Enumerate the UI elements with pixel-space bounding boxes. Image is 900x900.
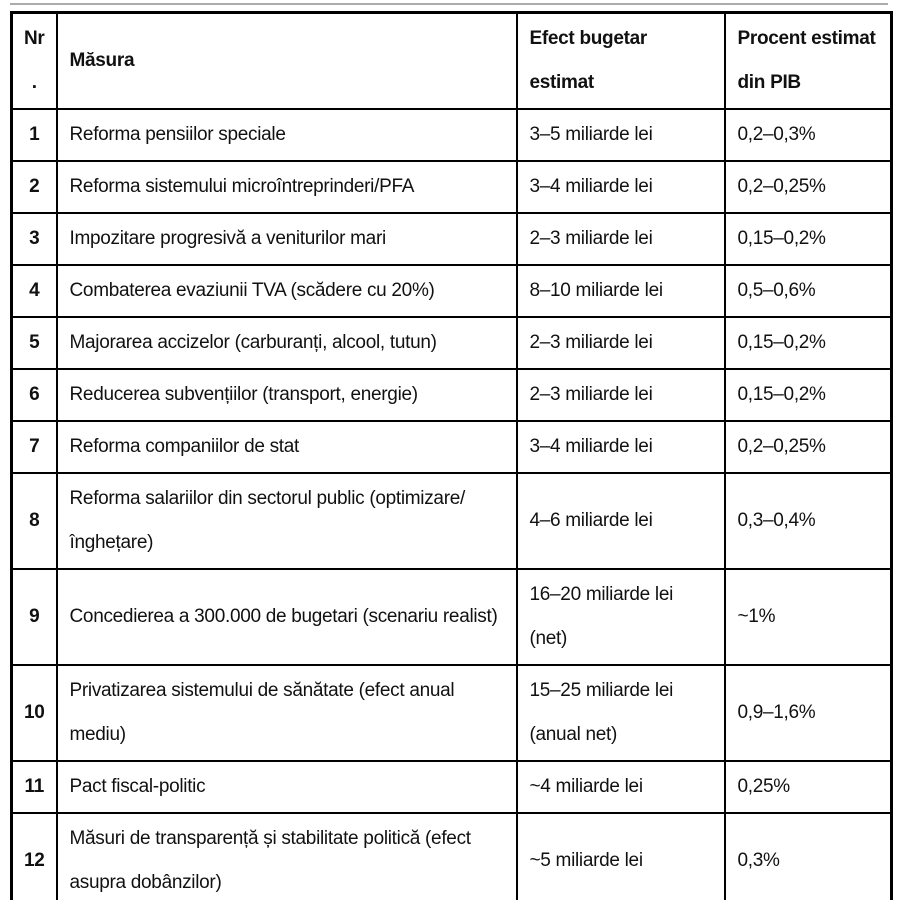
header-nr: Nr . <box>10 11 58 110</box>
effect-cell: 4–6 miliarde lei <box>515 472 726 570</box>
table-row: 11 Pact fiscal-politic ~4 miliarde lei 0… <box>10 760 893 814</box>
measure-cell: Reforma pensiilor speciale <box>55 108 518 162</box>
measure-cell: Majorarea accizelor (carburanți, alcool,… <box>55 316 518 370</box>
row-number: 10 <box>10 664 58 762</box>
effect-cell: 15–25 miliarde lei (anual net) <box>515 664 726 762</box>
percent-cell: 0,15–0,2% <box>723 316 893 370</box>
header-efect-bugetar: Efect bugetar estimat <box>515 11 726 110</box>
row-number: 5 <box>10 316 58 370</box>
header-row: Nr . Măsura Efect bugetar estimat Procen… <box>10 11 893 110</box>
percent-cell: ~1% <box>723 568 893 666</box>
effect-cell: 2–3 miliarde lei <box>515 368 726 422</box>
row-number: 3 <box>10 212 58 266</box>
table-row: 3 Impozitare progresivă a veniturilor ma… <box>10 212 893 266</box>
row-number: 8 <box>10 472 58 570</box>
percent-cell: 0,3% <box>723 812 893 900</box>
effect-cell: 2–3 miliarde lei <box>515 212 726 266</box>
measure-cell: Reforma salariilor din sectorul public (… <box>55 472 518 570</box>
effect-cell: 16–20 miliarde lei (net) <box>515 568 726 666</box>
row-number: 2 <box>10 160 58 214</box>
measure-cell: Reforma sistemului microîntreprinderi/PF… <box>55 160 518 214</box>
effect-cell: 3–4 miliarde lei <box>515 160 726 214</box>
table-row: 9 Concedierea a 300.000 de bugetari (sce… <box>10 568 893 666</box>
table-row: 6 Reducerea subvențiilor (transport, ene… <box>10 368 893 422</box>
effect-cell: 2–3 miliarde lei <box>515 316 726 370</box>
top-divider-line <box>10 3 888 5</box>
effect-cell: ~5 miliarde lei <box>515 812 726 900</box>
measure-cell: Măsuri de transparență și stabilitate po… <box>55 812 518 900</box>
measure-cell: Privatizarea sistemului de sănătate (efe… <box>55 664 518 762</box>
measure-cell: Reforma companiilor de stat <box>55 420 518 474</box>
header-masura: Măsura <box>55 11 518 110</box>
effect-cell: 3–5 miliarde lei <box>515 108 726 162</box>
measure-cell: Pact fiscal-politic <box>55 760 518 814</box>
percent-cell: 0,2–0,25% <box>723 160 893 214</box>
row-number: 7 <box>10 420 58 474</box>
percent-cell: 0,2–0,3% <box>723 108 893 162</box>
table-row: 1 Reforma pensiilor speciale 3–5 miliard… <box>10 108 893 162</box>
percent-cell: 0,5–0,6% <box>723 264 893 318</box>
measure-cell: Reducerea subvențiilor (transport, energ… <box>55 368 518 422</box>
percent-cell: 0,15–0,2% <box>723 212 893 266</box>
table-row: 4 Combaterea evaziunii TVA (scădere cu 2… <box>10 264 893 318</box>
effect-cell: ~4 miliarde lei <box>515 760 726 814</box>
table-row: 12 Măsuri de transparență și stabilitate… <box>10 812 893 900</box>
effect-cell: 8–10 miliarde lei <box>515 264 726 318</box>
measure-cell: Concedierea a 300.000 de bugetari (scena… <box>55 568 518 666</box>
row-number: 1 <box>10 108 58 162</box>
percent-cell: 0,15–0,2% <box>723 368 893 422</box>
table-row: 8 Reforma salariilor din sectorul public… <box>10 472 893 570</box>
table-row: 10 Privatizarea sistemului de sănătate (… <box>10 664 893 762</box>
percent-cell: 0,2–0,25% <box>723 420 893 474</box>
row-number: 9 <box>10 568 58 666</box>
row-number: 12 <box>10 812 58 900</box>
table-row: 5 Majorarea accizelor (carburanți, alcoo… <box>10 316 893 370</box>
fiscal-measures-table: Nr . Măsura Efect bugetar estimat Procen… <box>10 11 893 900</box>
row-number: 4 <box>10 264 58 318</box>
percent-cell: 0,25% <box>723 760 893 814</box>
percent-cell: 0,3–0,4% <box>723 472 893 570</box>
row-number: 6 <box>10 368 58 422</box>
effect-cell: 3–4 miliarde lei <box>515 420 726 474</box>
measure-cell: Impozitare progresivă a veniturilor mari <box>55 212 518 266</box>
header-procent-pib: Procent estimat din PIB <box>723 11 893 110</box>
percent-cell: 0,9–1,6% <box>723 664 893 762</box>
row-number: 11 <box>10 760 58 814</box>
table-row: 2 Reforma sistemului microîntreprinderi/… <box>10 160 893 214</box>
table-row: 7 Reforma companiilor de stat 3–4 miliar… <box>10 420 893 474</box>
measure-cell: Combaterea evaziunii TVA (scădere cu 20%… <box>55 264 518 318</box>
